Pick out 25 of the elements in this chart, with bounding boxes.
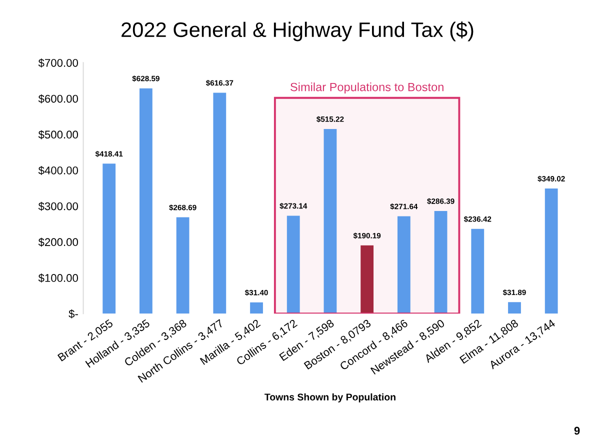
- bar: [544, 188, 558, 314]
- bar: [434, 210, 448, 314]
- y-tick-label: $300.00: [38, 202, 78, 211]
- band-label: Similar Populations to Boston: [290, 82, 444, 94]
- y-tick-label: $400.00: [38, 166, 78, 176]
- bar: [102, 164, 116, 314]
- text: 9: [574, 426, 580, 435]
- bar: [250, 302, 263, 314]
- x-axis-title: Towns Shown by Population: [264, 393, 396, 402]
- bar: [140, 88, 152, 314]
- bar: [508, 302, 521, 314]
- bar: [213, 92, 226, 314]
- bar: [324, 128, 337, 314]
- y-tick-label: $500.00: [38, 130, 78, 140]
- y-tick-label: $100.00: [38, 274, 78, 283]
- bar: [176, 217, 190, 314]
- y-tick-label: $700.00: [38, 58, 78, 68]
- bar: [286, 216, 300, 314]
- bar: [397, 216, 410, 314]
- y-tick-label: $-: [68, 309, 78, 318]
- y-tick-label: $600.00: [38, 94, 78, 104]
- chart-title: 2022 General & Highway Fund Tax ($): [122, 21, 474, 42]
- bar: [360, 245, 374, 314]
- bar: [471, 228, 484, 314]
- y-tick-label: $200.00: [38, 238, 78, 247]
